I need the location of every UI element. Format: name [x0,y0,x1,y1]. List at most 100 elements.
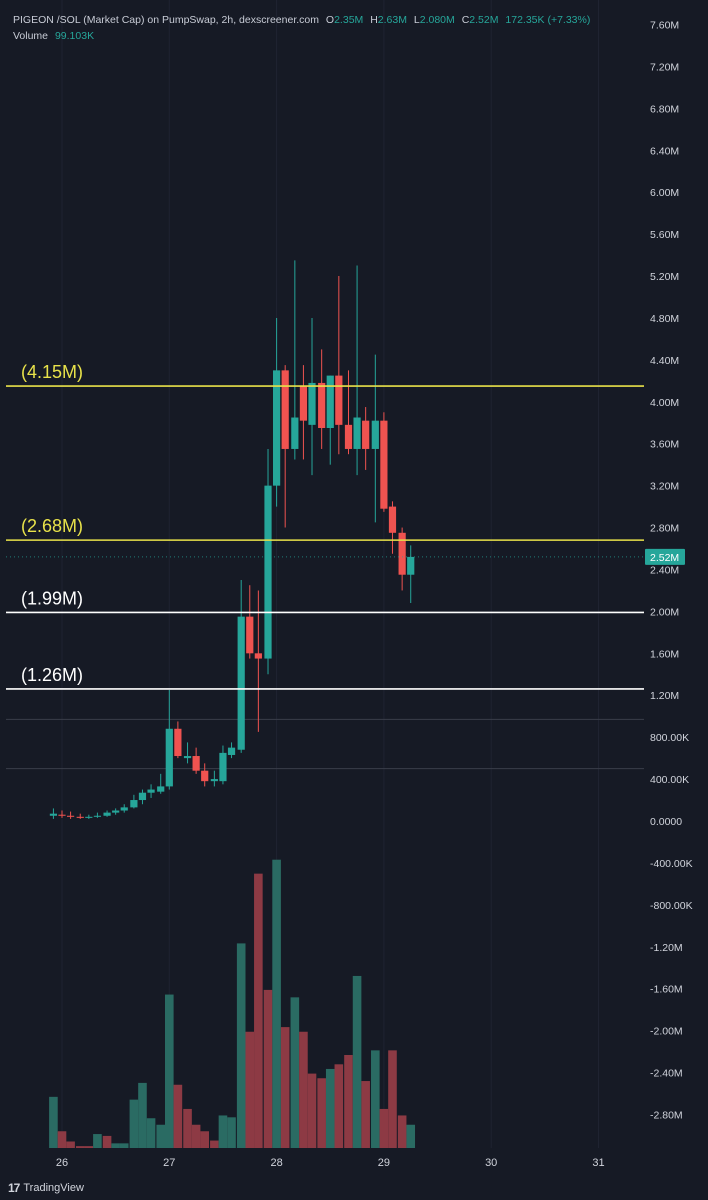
volume-bar-38 [388,1050,397,1148]
candle-body-2 [66,815,75,817]
volume-bar-11 [146,1118,156,1148]
volume-bar-33 [344,1055,353,1148]
volume-value: 99.103K [54,30,95,42]
candle-body-14 [174,728,182,757]
x-tick-label-5: 31 [592,1157,604,1169]
candle-body-31 [326,375,334,428]
y-tick-label-21: -800.00K [650,900,693,912]
candle-body-26 [281,370,289,449]
volume-bar-9 [129,1099,139,1148]
candle-body-29 [308,382,316,425]
volume-bar-22 [245,1031,255,1148]
volume-bar-15 [183,1108,192,1148]
y-tick-label-15: 1.60M [650,648,679,660]
tradingview-branding[interactable]: 17 TradingView [8,1181,84,1195]
candle-body-13 [165,728,173,787]
candle-body-34 [353,417,361,449]
volume-bar-4 [84,1146,94,1148]
candle-body-6 [103,812,111,816]
candle-body-1 [58,814,66,816]
open-value: 2.35M [334,14,364,26]
current-price-badge [645,548,685,565]
high-label: H [370,14,378,26]
candle-body-39 [398,532,406,575]
candle-body-22 [246,616,254,654]
y-tick-label-9: 4.00M [650,397,679,409]
volume-bar-21 [236,943,246,1148]
level-label-2: (1.99M) [21,588,83,608]
volume-bar-0 [49,1096,58,1148]
change-value: 172.35K (+7.33%) [505,14,591,26]
y-tick-label-18: 400.00K [650,774,689,786]
y-tick-label-3: 6.40M [650,145,679,157]
x-tick-label-2: 28 [270,1157,282,1169]
volume-bar-26 [280,1027,290,1148]
candle-body-19 [219,752,227,782]
volume-bar-20 [227,1117,236,1148]
candle-body-15 [183,756,192,759]
y-tick-label-13: 2.40M [650,564,679,576]
candle-body-5 [93,815,102,817]
candle-body-20 [227,747,236,755]
volume-bar-12 [156,1124,166,1148]
x-tick-label-4: 30 [485,1157,497,1169]
y-tick-label-10: 3.60M [650,439,679,451]
candle-body-32 [335,375,343,425]
volume-bar-8 [119,1143,129,1148]
y-tick-label-20: -400.00K [650,858,693,870]
candle-body-28 [299,386,308,421]
y-tick-label-7: 4.80M [650,313,679,325]
volume-bar-24 [263,989,273,1148]
candle-body-24 [264,485,272,659]
y-tick-label-24: -2.00M [650,1026,683,1038]
legend-volume-row: Volume 99.103K [13,28,590,44]
volume-bar-16 [191,1124,201,1148]
candle-body-10 [138,792,147,801]
candle-body-11 [147,789,155,793]
y-tick-label-5: 5.60M [650,229,679,241]
close-label: C [461,14,470,26]
volume-bar-1 [57,1131,67,1148]
y-tick-label-22: -1.20M [650,942,683,954]
candle-body-9 [130,800,138,808]
volume-bar-35 [361,1081,370,1148]
candle-body-33 [344,424,353,449]
volume-bar-28 [299,1031,308,1148]
y-tick-label-17: 800.00K [650,732,689,744]
volume-bar-18 [210,1140,219,1148]
y-tick-label-19: 0.0000 [650,816,682,828]
volume-bar-30 [317,1078,326,1148]
legend-ohlc-row: PIGEON /SOL (Market Cap) on PumpSwap, 2h… [13,12,590,28]
y-tick-label-4: 6.00M [650,187,679,199]
candle-body-0 [49,813,58,816]
candle-body-12 [157,786,165,792]
volume-bar-34 [352,975,362,1148]
volume-bar-23 [254,873,263,1148]
candle-body-25 [273,370,281,486]
symbol-label: PIGEON /SOL (Market Cap) on PumpSwap, 2h… [13,14,319,26]
volume-bar-7 [111,1143,120,1148]
volume-bar-19 [218,1115,228,1148]
current-price-label: 2.52M [650,552,679,564]
candle-body-18 [210,779,218,782]
volume-bar-17 [200,1131,210,1148]
y-tick-label-14: 2.00M [650,606,679,618]
tradingview-logo-icon: 17 [8,1181,20,1195]
volume-bar-3 [75,1146,85,1148]
candle-body-35 [362,420,370,449]
candle-body-7 [112,810,120,813]
volume-bar-36 [371,1050,380,1148]
candle-body-4 [85,816,93,818]
level-label-0: (4.15M) [21,362,83,382]
y-tick-label-1: 7.20M [650,61,679,73]
volume-bar-14 [173,1084,183,1148]
candle-body-38 [388,506,397,533]
close-value: 2.52M [469,14,499,26]
x-tick-label-3: 29 [378,1157,390,1169]
level-label-3: (1.26M) [21,665,83,685]
level-label-1: (2.68M) [21,516,83,536]
volume-label: Volume [13,30,49,42]
y-tick-label-12: 2.80M [650,523,679,535]
